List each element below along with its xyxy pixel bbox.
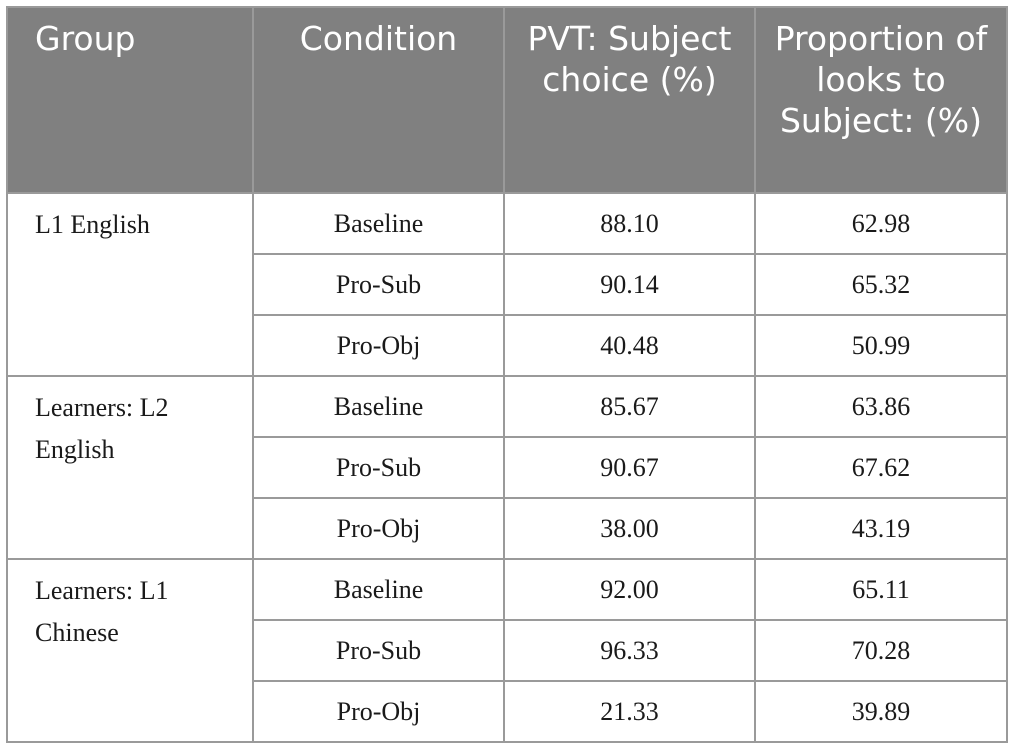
looks-cell: 65.32 [754,253,1008,316]
table-body: L1 English Baseline 88.10 62.98 Pro-Sub … [6,192,1008,743]
condition-cell: Pro-Obj [252,497,505,560]
group-cell: Learners: L2 English [6,375,254,560]
condition-cell: Pro-Obj [252,680,505,743]
table-row: Learners: L1 Chinese Baseline 92.00 65.1… [6,558,1008,743]
table-row: Pro-Obj 21.33 39.89 [7,680,1008,743]
table-row: Pro-Obj 40.48 50.99 [7,314,1008,377]
header-row: Group Condition PVT: Subject choice (%) … [6,6,1008,194]
pvt-cell: 38.00 [503,497,756,560]
header-proportion-looks: Proportion of looks to Subject: (%) [754,6,1008,194]
table-row: Pro-Sub 90.67 67.62 [7,436,1008,499]
pvt-cell: 85.67 [503,375,756,438]
looks-cell: 70.28 [754,619,1008,682]
table-row: Pro-Sub 90.14 65.32 [7,253,1008,316]
pvt-cell: 90.14 [503,253,756,316]
looks-cell: 65.11 [754,558,1008,621]
condition-cell: Pro-Obj [252,314,505,377]
condition-cell: Pro-Sub [252,253,505,316]
condition-cell: Baseline [252,375,505,438]
pvt-cell: 21.33 [503,680,756,743]
group-cell: Learners: L1 Chinese [6,558,254,743]
looks-cell: 39.89 [754,680,1008,743]
table-row: L1 English Baseline 88.10 62.98 [6,192,1008,377]
pvt-cell: 90.67 [503,436,756,499]
looks-cell: 50.99 [754,314,1008,377]
table-row: Pro-Sub 96.33 70.28 [7,619,1008,682]
looks-cell: 63.86 [754,375,1008,438]
pvt-cell: 96.33 [503,619,756,682]
header-condition: Condition [252,6,505,194]
group-cell: L1 English [6,192,254,377]
pvt-cell: 40.48 [503,314,756,377]
looks-cell: 43.19 [754,497,1008,560]
condition-cell: Baseline [252,192,505,255]
header-group: Group [6,6,254,194]
looks-cell: 67.62 [754,436,1008,499]
table-row: Pro-Obj 38.00 43.19 [7,497,1008,560]
results-table: Group Condition PVT: Subject choice (%) … [6,6,1008,743]
condition-cell: Baseline [252,558,505,621]
pvt-cell: 92.00 [503,558,756,621]
table-row: Learners: L2 English Baseline 85.67 63.8… [6,375,1008,560]
looks-cell: 62.98 [754,192,1008,255]
table-header: Group Condition PVT: Subject choice (%) … [6,6,1008,194]
pvt-cell: 88.10 [503,192,756,255]
header-pvt-subject-choice: PVT: Subject choice (%) [503,6,756,194]
condition-cell: Pro-Sub [252,619,505,682]
condition-cell: Pro-Sub [252,436,505,499]
